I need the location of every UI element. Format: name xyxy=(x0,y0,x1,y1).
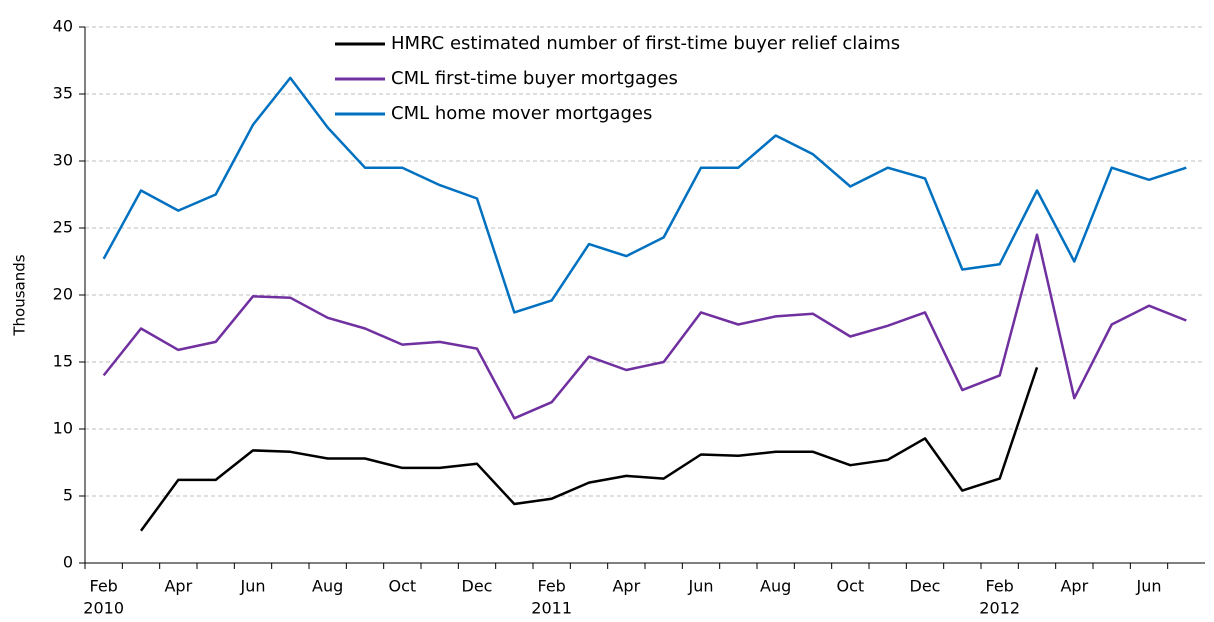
y-tick-label: 0 xyxy=(63,553,73,572)
x-year-label: 2011 xyxy=(531,599,572,618)
legend-label: CML home mover mortgages xyxy=(391,103,652,124)
y-tick-label: 5 xyxy=(63,486,73,505)
y-axis-label: Thousands xyxy=(11,254,29,336)
x-tick-label: Dec xyxy=(462,577,493,596)
y-tick-label: 40 xyxy=(53,17,73,36)
x-tick-label: Dec xyxy=(910,577,941,596)
y-tick-label: 30 xyxy=(53,151,73,170)
x-tick-label: Feb xyxy=(538,577,566,596)
series-line xyxy=(139,367,1039,532)
x-tick-label: Apr xyxy=(1060,577,1088,596)
legend-label: CML first-time buyer mortgages xyxy=(391,68,678,89)
x-tick-label: Jun xyxy=(688,577,714,596)
y-tick-label: 35 xyxy=(53,84,73,103)
x-tick-label: Apr xyxy=(164,577,192,596)
y-tick-label: 10 xyxy=(53,419,73,438)
x-tick-label: Jun xyxy=(1136,577,1162,596)
x-tick-label: Jun xyxy=(240,577,266,596)
x-tick-label: Oct xyxy=(836,577,864,596)
x-tick-label: Oct xyxy=(388,577,416,596)
legend-label: HMRC estimated number of first-time buye… xyxy=(391,33,900,54)
y-tick-label: 25 xyxy=(53,218,73,237)
y-tick-label: 20 xyxy=(53,285,73,304)
series-line xyxy=(102,76,1187,314)
x-year-label: 2010 xyxy=(83,599,124,618)
x-year-label: 2012 xyxy=(979,599,1020,618)
x-tick-label: Aug xyxy=(760,577,791,596)
y-tick-label: 15 xyxy=(53,352,73,371)
x-tick-label: Aug xyxy=(312,577,343,596)
x-tick-label: Feb xyxy=(90,577,118,596)
series-line xyxy=(102,233,1187,420)
x-tick-label: Apr xyxy=(612,577,640,596)
x-tick-label: Feb xyxy=(986,577,1014,596)
